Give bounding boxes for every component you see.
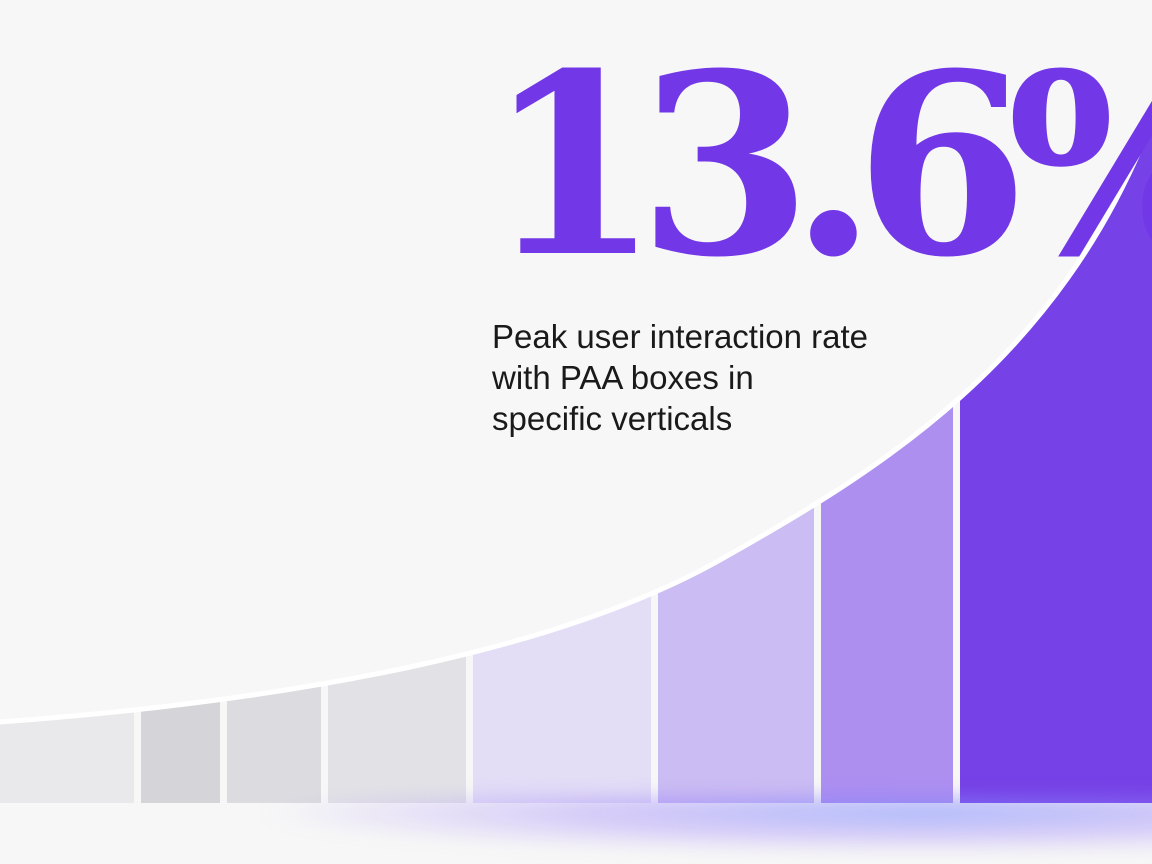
bar-column-2	[141, 120, 220, 803]
curve-line	[0, 119, 1152, 725]
stat-caption: Peak user interaction rate with PAA boxe…	[492, 318, 869, 437]
headline-stat: 13.6%	[486, 18, 1152, 312]
bar-column-4	[328, 120, 466, 803]
bar-column-3	[227, 120, 321, 803]
bar-column-1	[0, 120, 134, 803]
bottom-glow	[250, 795, 1152, 855]
